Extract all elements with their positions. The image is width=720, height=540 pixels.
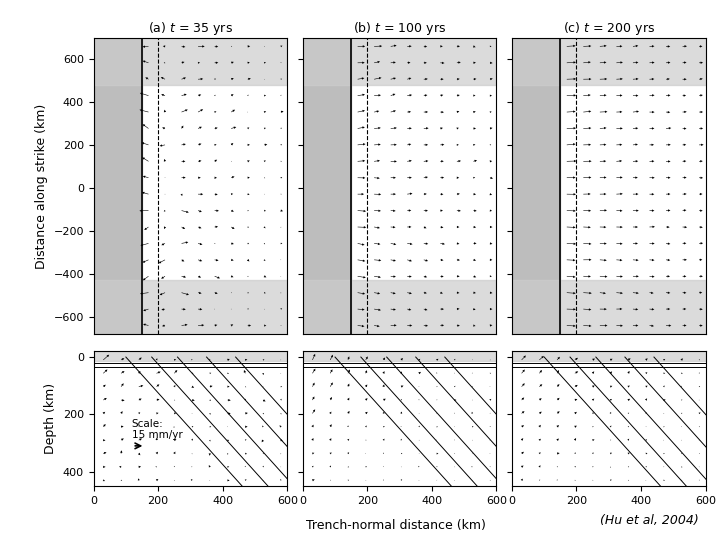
Bar <box>303 31 496 85</box>
Text: Trench-normal distance (km): Trench-normal distance (km) <box>306 519 486 532</box>
Bar <box>94 31 287 85</box>
Bar <box>303 38 351 334</box>
Text: (Hu et al, 2004): (Hu et al, 2004) <box>600 514 698 527</box>
Title: (a) $t$ = 35 yrs: (a) $t$ = 35 yrs <box>148 20 233 37</box>
Bar <box>94 352 287 361</box>
Bar <box>94 38 142 334</box>
Y-axis label: Depth (km): Depth (km) <box>44 383 57 454</box>
Title: (c) $t$ = 200 yrs: (c) $t$ = 200 yrs <box>562 20 655 37</box>
Bar <box>512 280 706 341</box>
Bar <box>512 38 560 334</box>
Y-axis label: Distance along strike (km): Distance along strike (km) <box>35 103 48 268</box>
Bar <box>303 280 496 341</box>
Bar <box>512 352 706 361</box>
Title: (b) $t$ = 100 yrs: (b) $t$ = 100 yrs <box>353 20 446 37</box>
Bar <box>303 352 496 361</box>
Text: Scale:
15 mm/yr: Scale: 15 mm/yr <box>132 418 182 440</box>
Bar <box>512 31 706 85</box>
Bar <box>94 280 287 341</box>
